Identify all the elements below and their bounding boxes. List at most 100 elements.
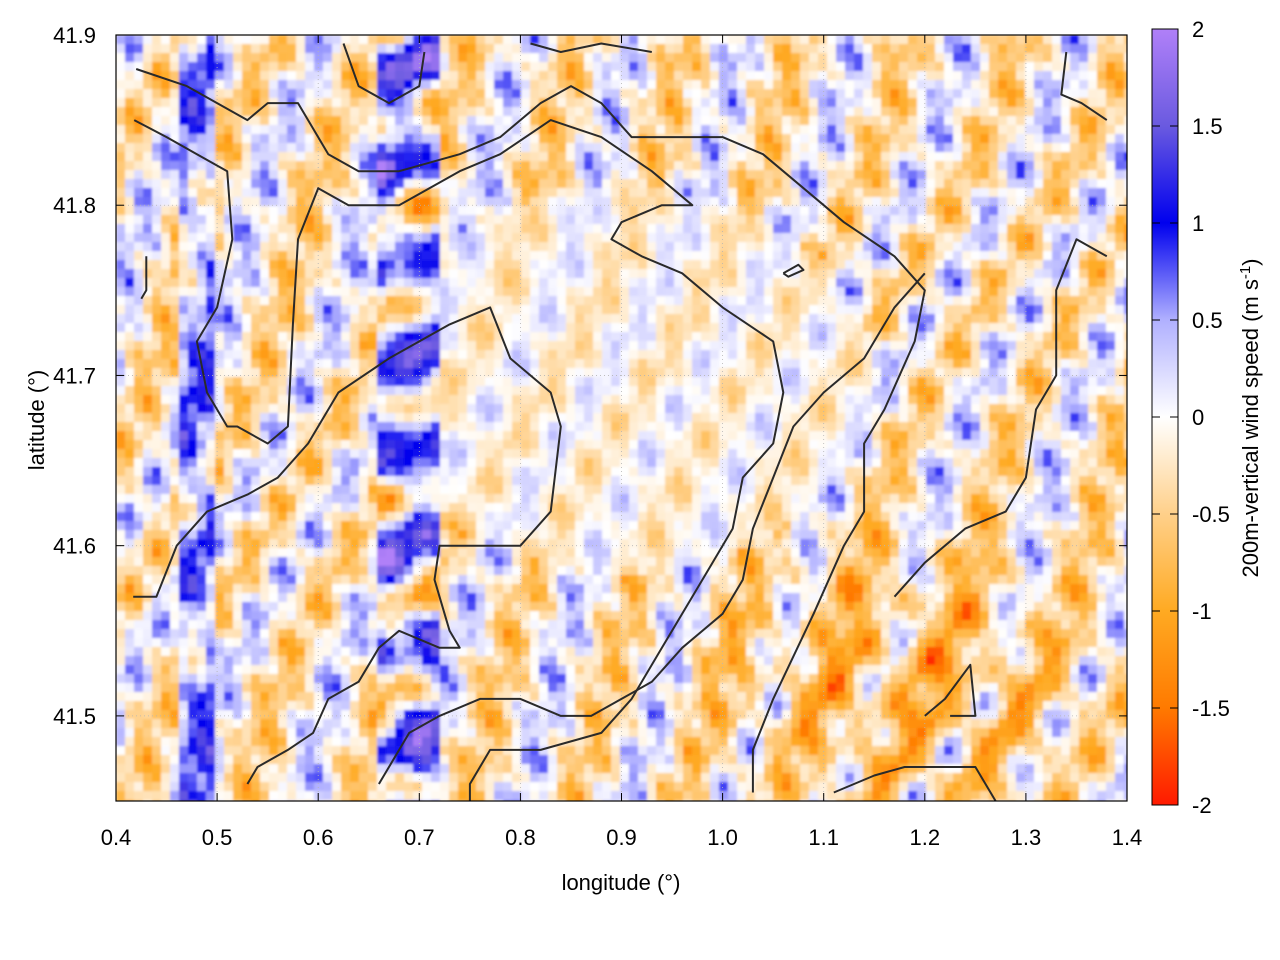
heatmap-cell	[242, 224, 252, 234]
heatmap-cell	[827, 395, 837, 405]
heatmap-cell	[953, 134, 963, 144]
heatmap-cell	[1070, 134, 1080, 144]
heatmap-cell	[116, 305, 126, 315]
heatmap-cell	[359, 107, 369, 117]
heatmap-cell	[719, 125, 729, 135]
heatmap-cell	[962, 179, 972, 189]
heatmap-cell	[314, 269, 324, 279]
heatmap-cell	[170, 116, 180, 126]
heatmap-cell	[287, 224, 297, 234]
heatmap-cell	[134, 143, 144, 153]
heatmap-cell	[557, 287, 567, 297]
heatmap-cell	[278, 287, 288, 297]
heatmap-cell	[188, 305, 198, 315]
heatmap-cell	[179, 170, 189, 180]
heatmap-cell	[494, 152, 504, 162]
heatmap-cell	[305, 143, 315, 153]
heatmap-cell	[764, 413, 774, 423]
heatmap-cell	[134, 314, 144, 324]
heatmap-cell	[143, 161, 153, 171]
heatmap-cell	[629, 224, 639, 234]
heatmap-cell	[854, 152, 864, 162]
heatmap-cell	[1124, 296, 1127, 306]
heatmap-cell	[179, 188, 189, 198]
heatmap-cell	[152, 296, 162, 306]
heatmap-cell	[602, 251, 612, 261]
heatmap-cell	[197, 350, 207, 360]
heatmap-cell	[701, 422, 711, 432]
heatmap-cell	[935, 152, 945, 162]
heatmap-cell	[152, 359, 162, 369]
heatmap-cell	[575, 278, 585, 288]
heatmap-cell	[665, 188, 675, 198]
heatmap-cell	[368, 80, 378, 90]
heatmap-cell	[377, 125, 387, 135]
heatmap-cell	[665, 53, 675, 63]
heatmap-cell	[521, 386, 531, 396]
heatmap-cell	[827, 332, 837, 342]
heatmap-cell	[575, 350, 585, 360]
heatmap-cell	[215, 296, 225, 306]
heatmap-cell	[530, 89, 540, 99]
heatmap-cell	[323, 53, 333, 63]
heatmap-cell	[737, 305, 747, 315]
heatmap-cell	[719, 170, 729, 180]
heatmap-cell	[611, 413, 621, 423]
heatmap-cell	[935, 395, 945, 405]
heatmap-cell	[809, 179, 819, 189]
heatmap-cell	[1088, 35, 1098, 45]
heatmap-cell	[818, 134, 828, 144]
heatmap-cell	[395, 422, 405, 432]
heatmap-cell	[593, 413, 603, 423]
heatmap-cell	[1034, 278, 1044, 288]
heatmap-cell	[1088, 224, 1098, 234]
heatmap-cell	[260, 359, 270, 369]
heatmap-cell	[683, 251, 693, 261]
heatmap-cell	[368, 305, 378, 315]
heatmap-cell	[530, 71, 540, 81]
heatmap-cell	[611, 233, 621, 243]
heatmap-cell	[134, 287, 144, 297]
heatmap-cell	[449, 134, 459, 144]
heatmap-cell	[143, 134, 153, 144]
heatmap-cell	[449, 395, 459, 405]
heatmap-cell	[179, 71, 189, 81]
heatmap-cell	[1025, 71, 1035, 81]
heatmap-cell	[728, 386, 738, 396]
heatmap-cell	[260, 314, 270, 324]
heatmap-cell	[1034, 305, 1044, 315]
heatmap-cell	[989, 287, 999, 297]
heatmap-cell	[1070, 341, 1080, 351]
heatmap-cell	[359, 233, 369, 243]
heatmap-cell	[404, 377, 414, 387]
heatmap-cell	[350, 80, 360, 90]
heatmap-cell	[314, 431, 324, 441]
heatmap-cell	[566, 188, 576, 198]
heatmap-cell	[1088, 251, 1098, 261]
heatmap-cell	[548, 98, 558, 108]
heatmap-cell	[1070, 71, 1080, 81]
heatmap-cell	[359, 350, 369, 360]
heatmap-cell	[170, 305, 180, 315]
heatmap-cell	[926, 125, 936, 135]
heatmap-cell	[692, 377, 702, 387]
heatmap-cell	[413, 260, 423, 270]
heatmap-cell	[467, 386, 477, 396]
heatmap-cell	[827, 98, 837, 108]
heatmap-cell	[629, 269, 639, 279]
heatmap-cell	[224, 80, 234, 90]
heatmap-cell	[971, 143, 981, 153]
heatmap-cell	[755, 71, 765, 81]
heatmap-cell	[719, 224, 729, 234]
heatmap-cell	[197, 314, 207, 324]
heatmap-cell	[872, 98, 882, 108]
heatmap-cell	[260, 161, 270, 171]
heatmap-cell	[359, 98, 369, 108]
heatmap-cell	[1088, 323, 1098, 333]
heatmap-cell	[116, 368, 126, 378]
heatmap-cell	[638, 206, 648, 216]
heatmap-cell	[350, 107, 360, 117]
heatmap-cell	[530, 215, 540, 225]
heatmap-cell	[710, 278, 720, 288]
heatmap-cell	[305, 377, 315, 387]
